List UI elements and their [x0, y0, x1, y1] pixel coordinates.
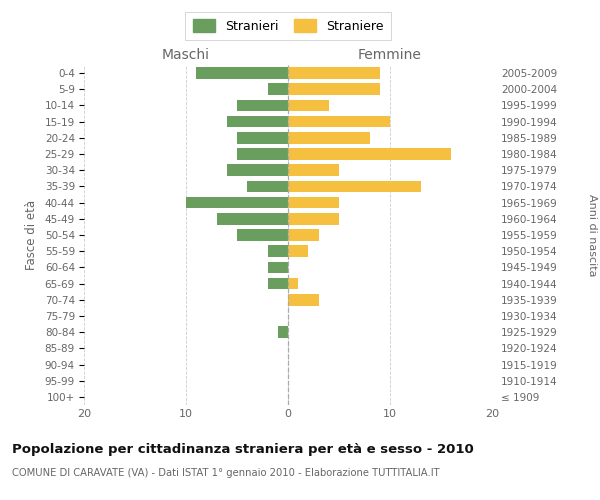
Bar [217, 213, 288, 224]
Bar [237, 132, 288, 143]
Bar [247, 180, 288, 192]
Bar [227, 164, 288, 176]
Bar [227, 116, 288, 128]
Legend: Stranieri, Straniere: Stranieri, Straniere [185, 12, 391, 40]
Bar [237, 229, 288, 241]
Bar [288, 197, 339, 208]
Bar [288, 180, 421, 192]
Text: Femmine: Femmine [358, 48, 422, 62]
Bar [196, 68, 288, 79]
Bar [268, 262, 288, 273]
Bar [288, 164, 339, 176]
Bar [288, 278, 298, 289]
Bar [237, 148, 288, 160]
Text: COMUNE DI CARAVATE (VA) - Dati ISTAT 1° gennaio 2010 - Elaborazione TUTTITALIA.I: COMUNE DI CARAVATE (VA) - Dati ISTAT 1° … [12, 468, 440, 477]
Bar [268, 246, 288, 257]
Bar [288, 132, 370, 143]
Y-axis label: Fasce di età: Fasce di età [25, 200, 38, 270]
Bar [288, 294, 319, 306]
Bar [288, 84, 380, 95]
Bar [268, 278, 288, 289]
Bar [288, 148, 451, 160]
Bar [288, 116, 390, 128]
Bar [237, 100, 288, 112]
Bar [288, 246, 308, 257]
Text: Popolazione per cittadinanza straniera per età e sesso - 2010: Popolazione per cittadinanza straniera p… [12, 442, 474, 456]
Bar [288, 213, 339, 224]
Bar [186, 197, 288, 208]
Bar [268, 84, 288, 95]
Bar [278, 326, 288, 338]
Text: Anni di nascita: Anni di nascita [587, 194, 597, 276]
Text: Maschi: Maschi [162, 48, 210, 62]
Bar [288, 68, 380, 79]
Bar [288, 100, 329, 112]
Bar [288, 229, 319, 241]
